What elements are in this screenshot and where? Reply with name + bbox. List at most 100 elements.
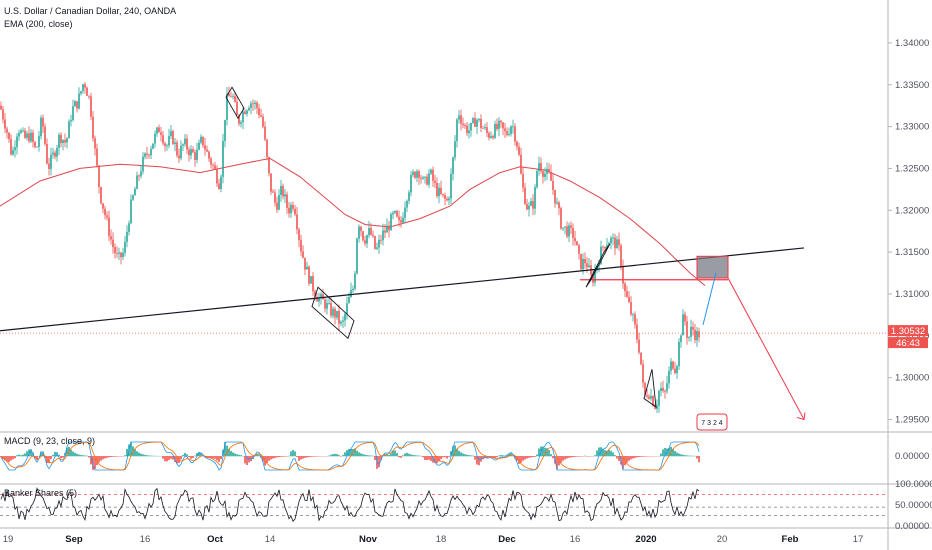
candle-body bbox=[584, 258, 586, 264]
candle-body bbox=[86, 87, 88, 96]
macd-histogram-bar bbox=[196, 453, 198, 457]
macd-histogram-bar bbox=[548, 450, 550, 457]
macd-histogram-bar bbox=[398, 456, 400, 458]
macd-histogram-bar bbox=[660, 453, 662, 457]
candle-body bbox=[528, 205, 530, 210]
macd-histogram-bar bbox=[676, 452, 678, 457]
macd-histogram-bar bbox=[266, 456, 268, 463]
macd-histogram-bar bbox=[632, 456, 634, 459]
candle-body bbox=[628, 297, 630, 303]
candle-body bbox=[42, 117, 44, 127]
chart-title: U.S. Dollar / Canadian Dollar, 240, OAND… bbox=[4, 6, 176, 16]
candle-body bbox=[142, 156, 144, 172]
candle-body bbox=[20, 130, 22, 133]
macd-histogram-bar bbox=[400, 456, 402, 458]
macd-histogram-bar bbox=[416, 455, 418, 457]
macd-histogram-bar bbox=[282, 456, 284, 457]
candle-body bbox=[84, 84, 86, 88]
macd-histogram-bar bbox=[292, 450, 294, 457]
candle-body bbox=[176, 142, 178, 156]
candle-body bbox=[440, 187, 442, 194]
candle-body bbox=[332, 308, 334, 316]
candle-body bbox=[616, 239, 618, 249]
candle-body bbox=[698, 331, 700, 338]
candle-body bbox=[212, 164, 214, 166]
candle-body bbox=[48, 163, 50, 169]
macd-histogram-bar bbox=[664, 448, 666, 457]
candle-body bbox=[660, 387, 662, 392]
candle-body bbox=[224, 119, 226, 142]
macd-histogram-bar bbox=[220, 456, 222, 460]
macd-histogram-bar bbox=[698, 456, 700, 463]
macd-histogram-bar bbox=[598, 447, 600, 457]
macd-histogram-bar bbox=[256, 453, 258, 457]
candle-body bbox=[648, 396, 650, 399]
candle-body bbox=[70, 120, 72, 122]
candle-body bbox=[124, 241, 126, 253]
macd-histogram-bar bbox=[338, 455, 340, 457]
candle-body bbox=[524, 187, 526, 205]
candle-body bbox=[146, 153, 148, 155]
x-tick-label: 16 bbox=[140, 534, 151, 545]
macd-histogram-bar bbox=[314, 456, 316, 457]
candle-body bbox=[676, 366, 678, 374]
macd-histogram-bar bbox=[228, 448, 230, 457]
macd-histogram-bar bbox=[300, 456, 302, 460]
macd-histogram-bar bbox=[56, 452, 58, 457]
x-tick-label: 19 bbox=[3, 534, 14, 545]
last-price-label: 1.30532 bbox=[891, 326, 925, 337]
candle-body bbox=[308, 266, 310, 284]
candle-body bbox=[154, 133, 156, 144]
macd-histogram-bar bbox=[626, 456, 628, 463]
candle-body bbox=[500, 120, 502, 123]
macd-histogram-bar bbox=[356, 450, 358, 457]
candle-body bbox=[692, 326, 694, 330]
candle-body bbox=[610, 237, 612, 243]
macd-histogram-bar bbox=[336, 454, 338, 457]
macd-histogram-bar bbox=[358, 452, 360, 457]
macd-histogram-bar bbox=[98, 456, 100, 463]
candle-body bbox=[504, 128, 506, 132]
macd-histogram-bar bbox=[512, 455, 514, 457]
macd-histogram-bar bbox=[184, 452, 186, 457]
candle-body bbox=[96, 148, 98, 166]
x-tick-label: Nov bbox=[359, 534, 378, 545]
candle-body bbox=[466, 125, 468, 134]
candle-body bbox=[682, 314, 684, 336]
macd-histogram-bar bbox=[578, 456, 580, 457]
macd-histogram-bar bbox=[40, 451, 42, 457]
macd-histogram-bar bbox=[362, 454, 364, 457]
candle-body bbox=[196, 149, 198, 160]
candle-body bbox=[664, 390, 666, 392]
macd-histogram-bar bbox=[334, 453, 336, 457]
ema-layer bbox=[0, 157, 706, 286]
macd-histogram-bar bbox=[48, 456, 50, 464]
candle-body bbox=[378, 239, 380, 248]
candle-body bbox=[286, 194, 288, 208]
macd-histogram-bar bbox=[602, 448, 604, 457]
candle-body bbox=[536, 171, 538, 188]
macd-histogram-bar bbox=[246, 456, 248, 465]
macd-histogram-bar bbox=[200, 452, 202, 457]
candle-body bbox=[234, 96, 236, 102]
macd-histogram-bar bbox=[22, 454, 24, 457]
candle-body bbox=[44, 126, 46, 144]
macd-histogram-bar bbox=[328, 455, 330, 457]
candle-body bbox=[188, 149, 190, 156]
candle-body bbox=[444, 195, 446, 199]
macd-signal-line bbox=[0, 441, 700, 471]
candle-body bbox=[490, 136, 492, 138]
candle-body bbox=[214, 165, 216, 170]
macd-histogram-bar bbox=[100, 456, 102, 461]
macd-histogram-bar bbox=[542, 446, 544, 457]
candle-body bbox=[602, 246, 604, 248]
candle-body bbox=[454, 141, 456, 158]
candle-body bbox=[38, 136, 40, 147]
candle-body bbox=[374, 236, 376, 249]
drawings[interactable]: 7 3 2 4 bbox=[0, 86, 888, 431]
candle-body bbox=[2, 109, 4, 120]
macd-histogram-bar bbox=[244, 456, 246, 464]
candle-body bbox=[144, 153, 146, 157]
candle-body bbox=[492, 136, 494, 138]
